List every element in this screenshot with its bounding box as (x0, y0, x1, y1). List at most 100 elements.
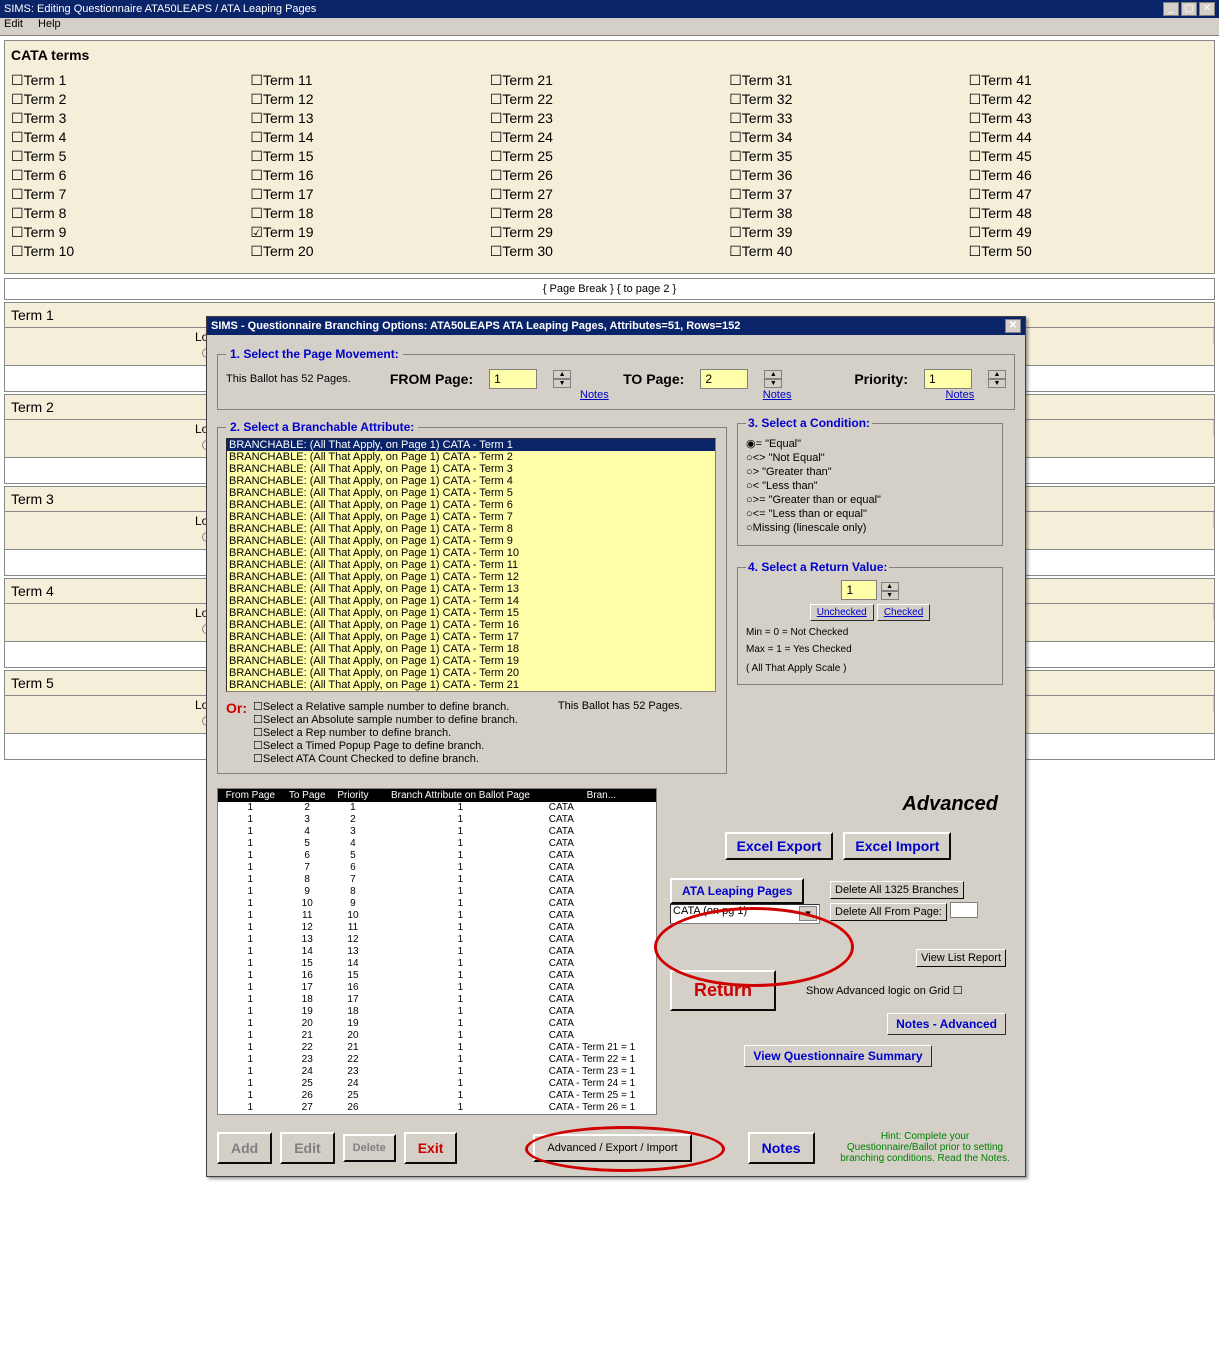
grid-row[interactable]: 1321CATA (218, 814, 657, 826)
cata-term-checkbox[interactable]: Term 3 (11, 109, 250, 128)
to-page-input[interactable] (700, 369, 748, 389)
branchable-item[interactable]: BRANCHABLE: (All That Apply, on Page 1) … (227, 439, 715, 451)
delete-button[interactable]: Delete (343, 1134, 396, 1162)
cata-term-checkbox[interactable]: Term 1 (11, 71, 250, 90)
cata-term-checkbox[interactable]: Term 24 (490, 128, 729, 147)
or-option-checkbox[interactable]: Select a Relative sample number to defin… (253, 700, 518, 713)
branchable-item[interactable]: BRANCHABLE: (All That Apply, on Page 1) … (227, 571, 715, 583)
grid-row[interactable]: 112111CATA (218, 922, 657, 934)
cata-term-checkbox[interactable]: Term 26 (490, 166, 729, 185)
to-spin-down-icon[interactable]: ▼ (764, 379, 782, 388)
cata-term-checkbox[interactable]: Term 13 (250, 109, 489, 128)
cata-term-checkbox[interactable]: Term 21 (490, 71, 729, 90)
condition-radio[interactable]: > "Greater than" (746, 465, 994, 479)
cata-term-checkbox[interactable]: Term 40 (729, 242, 968, 261)
or-option-checkbox[interactable]: Select an Absolute sample number to defi… (253, 713, 518, 726)
notes-button[interactable]: Notes (748, 1132, 815, 1164)
condition-radio[interactable]: >= "Greater than or equal" (746, 493, 994, 507)
cata-term-checkbox[interactable]: Term 7 (11, 185, 250, 204)
show-advanced-checkbox[interactable]: Show Advanced logic on Grid (806, 984, 963, 997)
notes-from-link[interactable]: Notes (580, 389, 609, 401)
or-option-checkbox[interactable]: Select ATA Count Checked to define branc… (253, 752, 518, 765)
grid-row[interactable]: 126251CATA - Term 25 = 1 (218, 1090, 657, 1102)
cata-term-checkbox[interactable]: Term 50 (969, 242, 1208, 261)
delete-from-page-button[interactable]: Delete All From Page: (830, 903, 947, 921)
rtn-spin-down-icon[interactable]: ▼ (881, 591, 899, 600)
cata-term-checkbox[interactable]: Term 44 (969, 128, 1208, 147)
condition-radio[interactable]: <= "Less than or equal" (746, 507, 994, 521)
branchable-item[interactable]: BRANCHABLE: (All That Apply, on Page 1) … (227, 643, 715, 655)
view-list-report-button[interactable]: View List Report (916, 949, 1006, 967)
cata-term-checkbox[interactable]: Term 48 (969, 204, 1208, 223)
grid-row[interactable]: 1871CATA (218, 874, 657, 886)
grid-row[interactable]: 124231CATA - Term 23 = 1 (218, 1066, 657, 1078)
branchable-item[interactable]: BRANCHABLE: (All That Apply, on Page 1) … (227, 511, 715, 523)
cata-term-checkbox[interactable]: Term 30 (490, 242, 729, 261)
branch-grid[interactable]: From PageTo PagePriorityBranch Attribute… (217, 788, 657, 1115)
cata-term-checkbox[interactable]: Term 20 (250, 242, 489, 261)
grid-row[interactable]: 120191CATA (218, 1018, 657, 1030)
from-page-input[interactable] (489, 369, 537, 389)
view-questionnaire-summary-button[interactable]: View Questionnaire Summary (744, 1045, 931, 1067)
branchable-item[interactable]: BRANCHABLE: (All That Apply, on Page 1) … (227, 583, 715, 595)
grid-row[interactable]: 118171CATA (218, 994, 657, 1006)
grid-row[interactable]: 117161CATA (218, 982, 657, 994)
notes-prio-link[interactable]: Notes (946, 389, 975, 401)
checked-button[interactable]: Checked (877, 604, 930, 621)
edit-button[interactable]: Edit (280, 1132, 334, 1164)
return-value-input[interactable] (841, 580, 877, 600)
cata-term-checkbox[interactable]: Term 14 (250, 128, 489, 147)
cata-term-checkbox[interactable]: Term 15 (250, 147, 489, 166)
modal-close-icon[interactable]: ✕ (1005, 319, 1021, 333)
cata-term-checkbox[interactable]: Term 32 (729, 90, 968, 109)
condition-radio[interactable]: Missing (linescale only) (746, 521, 994, 535)
branchable-item[interactable]: BRANCHABLE: (All That Apply, on Page 1) … (227, 451, 715, 463)
from-spin-up-icon[interactable]: ▲ (553, 370, 571, 379)
cata-term-checkbox[interactable]: Term 8 (11, 204, 250, 223)
cata-term-checkbox[interactable]: Term 22 (490, 90, 729, 109)
delete-from-page-input[interactable] (950, 902, 978, 918)
cata-term-checkbox[interactable]: Term 33 (729, 109, 968, 128)
minimize-icon[interactable]: _ (1163, 2, 1179, 16)
cata-term-checkbox[interactable]: Term 49 (969, 223, 1208, 242)
prio-spin-down-icon[interactable]: ▼ (988, 379, 1006, 388)
grid-row[interactable]: 1541CATA (218, 838, 657, 850)
branchable-item[interactable]: BRANCHABLE: (All That Apply, on Page 1) … (227, 691, 715, 692)
branchable-item[interactable]: BRANCHABLE: (All That Apply, on Page 1) … (227, 631, 715, 643)
to-spin-up-icon[interactable]: ▲ (764, 370, 782, 379)
from-spin-down-icon[interactable]: ▼ (553, 379, 571, 388)
grid-row[interactable]: 1981CATA (218, 886, 657, 898)
branchable-listbox[interactable]: BRANCHABLE: (All That Apply, on Page 1) … (226, 438, 716, 692)
cata-term-checkbox[interactable]: Term 2 (11, 90, 250, 109)
grid-row[interactable]: 122211CATA - Term 21 = 1 (218, 1042, 657, 1054)
excel-import-button[interactable]: Excel Import (843, 832, 951, 860)
cata-term-checkbox[interactable]: Term 39 (729, 223, 968, 242)
grid-row[interactable]: 115141CATA (218, 958, 657, 970)
return-button[interactable]: Return (670, 970, 776, 1011)
add-button[interactable]: Add (217, 1132, 272, 1164)
cata-term-checkbox[interactable]: Term 19 (250, 223, 489, 242)
menu-help[interactable]: Help (38, 18, 61, 30)
branchable-item[interactable]: BRANCHABLE: (All That Apply, on Page 1) … (227, 667, 715, 679)
branchable-item[interactable]: BRANCHABLE: (All That Apply, on Page 1) … (227, 535, 715, 547)
condition-radio[interactable]: < "Less than" (746, 479, 994, 493)
prio-spin-up-icon[interactable]: ▲ (988, 370, 1006, 379)
cata-term-checkbox[interactable]: Term 5 (11, 147, 250, 166)
menu-edit[interactable]: Edit (4, 18, 23, 30)
grid-row[interactable]: 1651CATA (218, 850, 657, 862)
cata-term-checkbox[interactable]: Term 4 (11, 128, 250, 147)
grid-row[interactable]: 125241CATA - Term 24 = 1 (218, 1078, 657, 1090)
grid-row[interactable]: 119181CATA (218, 1006, 657, 1018)
cata-term-checkbox[interactable]: Term 28 (490, 204, 729, 223)
cata-term-checkbox[interactable]: Term 35 (729, 147, 968, 166)
condition-radio[interactable]: <> "Not Equal" (746, 451, 994, 465)
branchable-item[interactable]: BRANCHABLE: (All That Apply, on Page 1) … (227, 499, 715, 511)
branchable-item[interactable]: BRANCHABLE: (All That Apply, on Page 1) … (227, 487, 715, 499)
ata-combo[interactable]: CATA (on pg 1) (670, 904, 820, 924)
advanced-export-import-button[interactable]: Advanced / Export / Import (533, 1134, 691, 1162)
or-option-checkbox[interactable]: Select a Timed Popup Page to define bran… (253, 739, 518, 752)
cata-term-checkbox[interactable]: Term 23 (490, 109, 729, 128)
grid-row[interactable]: 113121CATA (218, 934, 657, 946)
grid-row[interactable]: 1431CATA (218, 826, 657, 838)
maximize-icon[interactable]: ▢ (1181, 2, 1197, 16)
